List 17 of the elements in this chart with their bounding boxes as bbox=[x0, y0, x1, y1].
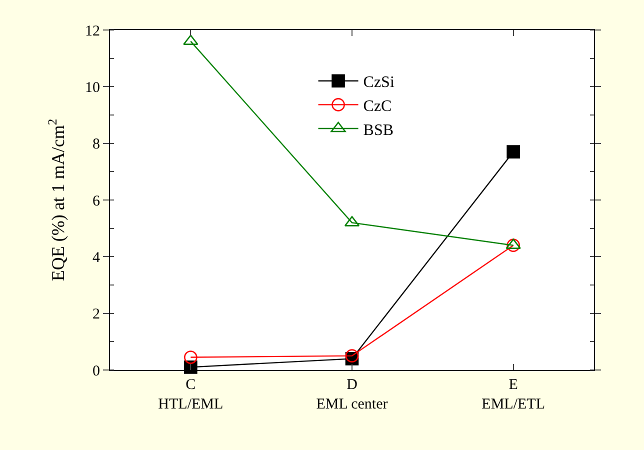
y-tick-label: 8 bbox=[92, 136, 100, 153]
legend-label: BSB bbox=[363, 122, 394, 139]
y-tick-label: 2 bbox=[92, 306, 100, 323]
point bbox=[506, 145, 520, 158]
point bbox=[345, 349, 359, 362]
legend-label: CzSi bbox=[363, 74, 395, 92]
y-tick-label: 4 bbox=[92, 250, 100, 266]
y-tick-label: 0 bbox=[92, 363, 100, 380]
point bbox=[184, 350, 198, 364]
y-tick-label: 10 bbox=[85, 80, 100, 96]
x-tick-label: D EML center bbox=[316, 377, 388, 412]
y-tick-label: 6 bbox=[92, 193, 100, 210]
x-tick-label: E EML/ETL bbox=[482, 377, 545, 412]
y-tick-label: 12 bbox=[85, 23, 100, 40]
legend-label: CzC bbox=[363, 98, 392, 115]
point bbox=[506, 238, 520, 252]
x-tick-label: C HTL/EML bbox=[158, 377, 224, 412]
